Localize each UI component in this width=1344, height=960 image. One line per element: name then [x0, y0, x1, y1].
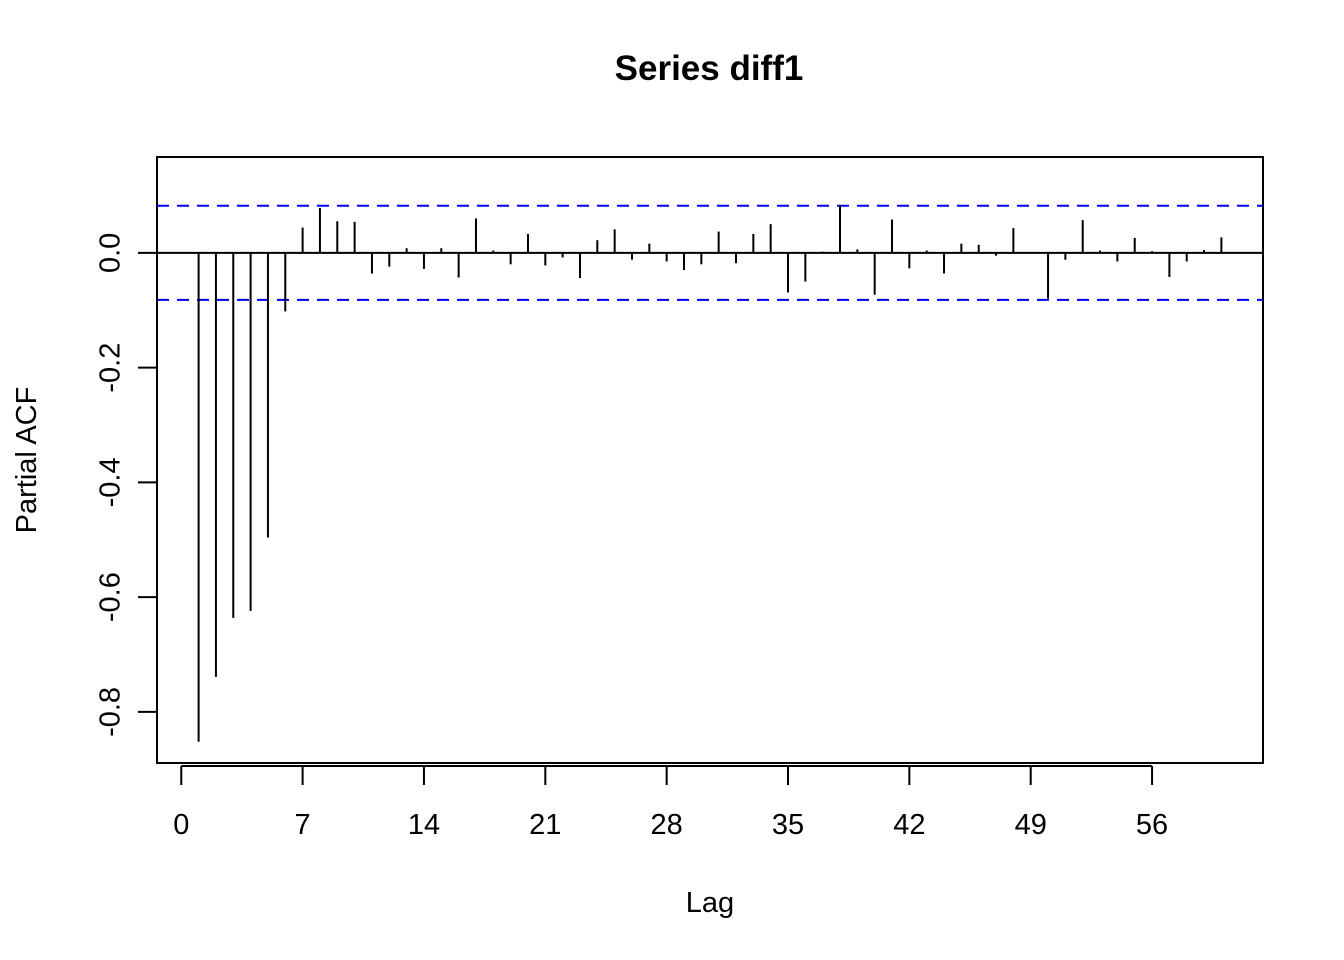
x-tick-label-56: 56	[1136, 809, 1168, 841]
y-tick-label--0.4: -0.4	[95, 457, 127, 507]
x-tick-label-49: 49	[1015, 809, 1047, 841]
x-tick-label-14: 14	[408, 809, 440, 841]
x-tick-label-7: 7	[295, 809, 311, 841]
y-axis: -0.8 -0.6 -0.4 -0.2 0.0	[95, 233, 158, 737]
y-tick-label--0.8: -0.8	[95, 687, 127, 737]
chart-title: Series diff1	[615, 49, 804, 88]
pacf-bars	[197, 205, 1223, 742]
x-tick-label-21: 21	[529, 809, 561, 841]
x-tick-label-28: 28	[651, 809, 683, 841]
x-tick-label-0: 0	[173, 809, 189, 841]
x-axis: 0 7 14 21 28 35 42 49 56	[173, 765, 1168, 841]
y-tick-label--0.2: -0.2	[95, 343, 127, 393]
y-tick-label-0.0: 0.0	[95, 233, 127, 273]
x-axis-label: Lag	[686, 887, 734, 919]
y-axis-label: Partial ACF	[11, 387, 43, 534]
y-tick-label--0.6: -0.6	[95, 572, 127, 622]
x-tick-label-35: 35	[772, 809, 804, 841]
plot-frame	[156, 156, 1264, 764]
x-tick-label-42: 42	[893, 809, 925, 841]
